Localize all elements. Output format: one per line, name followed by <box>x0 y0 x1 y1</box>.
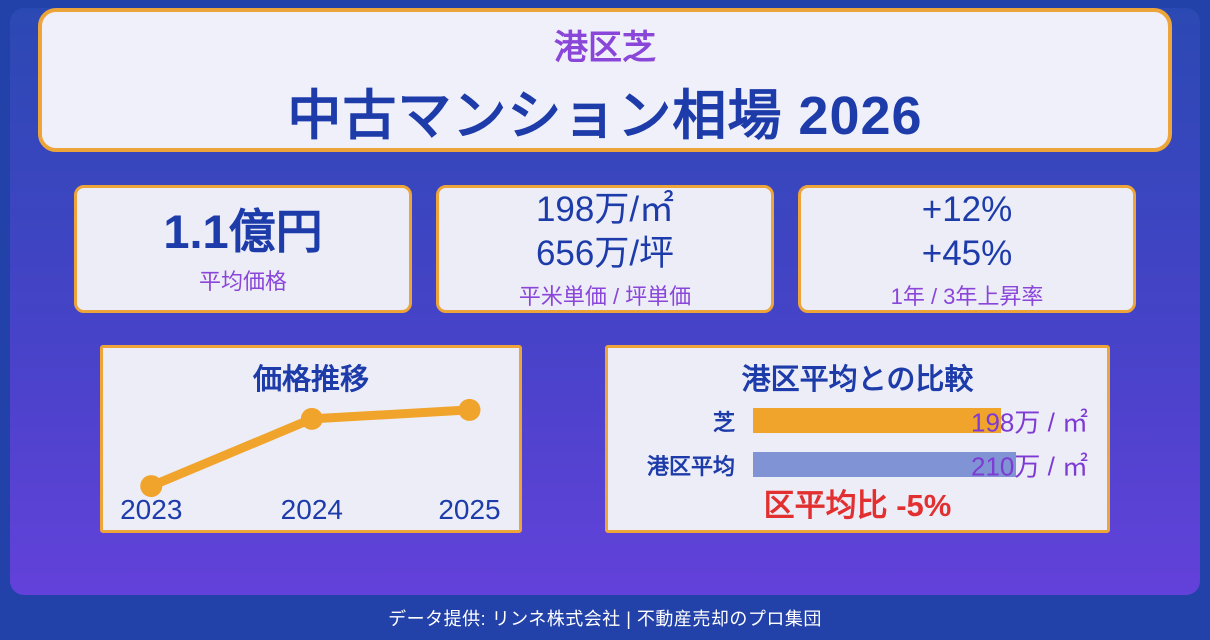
data-point <box>300 407 323 430</box>
stat-value: 1.1億円 <box>163 204 323 258</box>
bar-row-shiba: 芝 198万 / ㎡ <box>608 407 1107 437</box>
data-point <box>140 475 163 498</box>
comparison-bars: 芝 198万 / ㎡ 港区平均 210万 / ㎡ <box>608 407 1107 496</box>
x-tick-label: 2024 <box>280 494 343 525</box>
x-tick-label: 2023 <box>120 494 183 525</box>
bar-minato-average <box>753 452 1016 477</box>
data-provider-credit: データ提供: リンネ株式会社 | 不動産売却のプロ集団 <box>388 608 822 629</box>
stat-value: +12% <box>921 189 1013 229</box>
x-tick-label: 2025 <box>438 494 501 525</box>
ward-ratio-note: 区平均比 -5% <box>763 488 952 523</box>
data-point <box>458 398 481 421</box>
bar-track <box>753 408 1107 433</box>
bar-category-label: 港区平均 <box>646 453 735 479</box>
area-name: 港区芝 <box>554 29 656 67</box>
stat-value: +45% <box>921 233 1013 273</box>
price-trend-x-axis: 2023 2024 2025 <box>103 494 519 526</box>
stat-value: 656万/坪 <box>535 233 675 273</box>
stat-card-unit-price: 198万/㎡ 656万/坪 平米単価 / 坪単価 <box>436 185 774 313</box>
stat-card-growth-rate: +12% +45% 1年 / 3年上昇率 <box>798 185 1136 313</box>
price-trend-chart <box>140 398 481 498</box>
page-title: 中古マンション相場 2026 <box>287 86 923 146</box>
price-trend-card: 価格推移 2023 2024 2025 <box>100 345 522 533</box>
stat-value: 198万/㎡ <box>535 189 675 229</box>
bar-row-minato-average: 港区平均 210万 / ㎡ <box>608 451 1107 481</box>
stats-row: 1.1億円 平均価格 198万/㎡ 656万/坪 平米単価 / 坪単価 +12%… <box>74 185 1136 313</box>
footer: データ提供: リンネ株式会社 | 不動産売却のプロ集団 <box>0 595 1210 640</box>
bar-category-label: 芝 <box>712 409 735 435</box>
ward-comparison-card: 港区平均との比較 芝 198万 / ㎡ 港区平均 210万 / ㎡ <box>605 345 1110 533</box>
stat-label: 平均価格 <box>198 268 287 294</box>
stat-label: 平米単価 / 坪単価 <box>518 283 692 309</box>
bar-shiba <box>753 408 1001 433</box>
header-card: 港区芝 中古マンション相場 2026 <box>38 8 1172 152</box>
background-panel: 港区芝 中古マンション相場 2026 1.1億円 平均価格 198万/㎡ 656… <box>10 8 1200 595</box>
ward-comparison-title: 港区平均との比較 <box>741 364 974 396</box>
price-trend-title: 価格推移 <box>252 364 369 396</box>
bar-value-label: 198万 / ㎡ <box>971 407 1089 437</box>
stat-label: 1年 / 3年上昇率 <box>890 283 1044 309</box>
bar-value-label: 210万 / ㎡ <box>971 451 1089 481</box>
bar-track <box>753 452 1107 477</box>
stat-card-average-price: 1.1億円 平均価格 <box>74 185 412 313</box>
